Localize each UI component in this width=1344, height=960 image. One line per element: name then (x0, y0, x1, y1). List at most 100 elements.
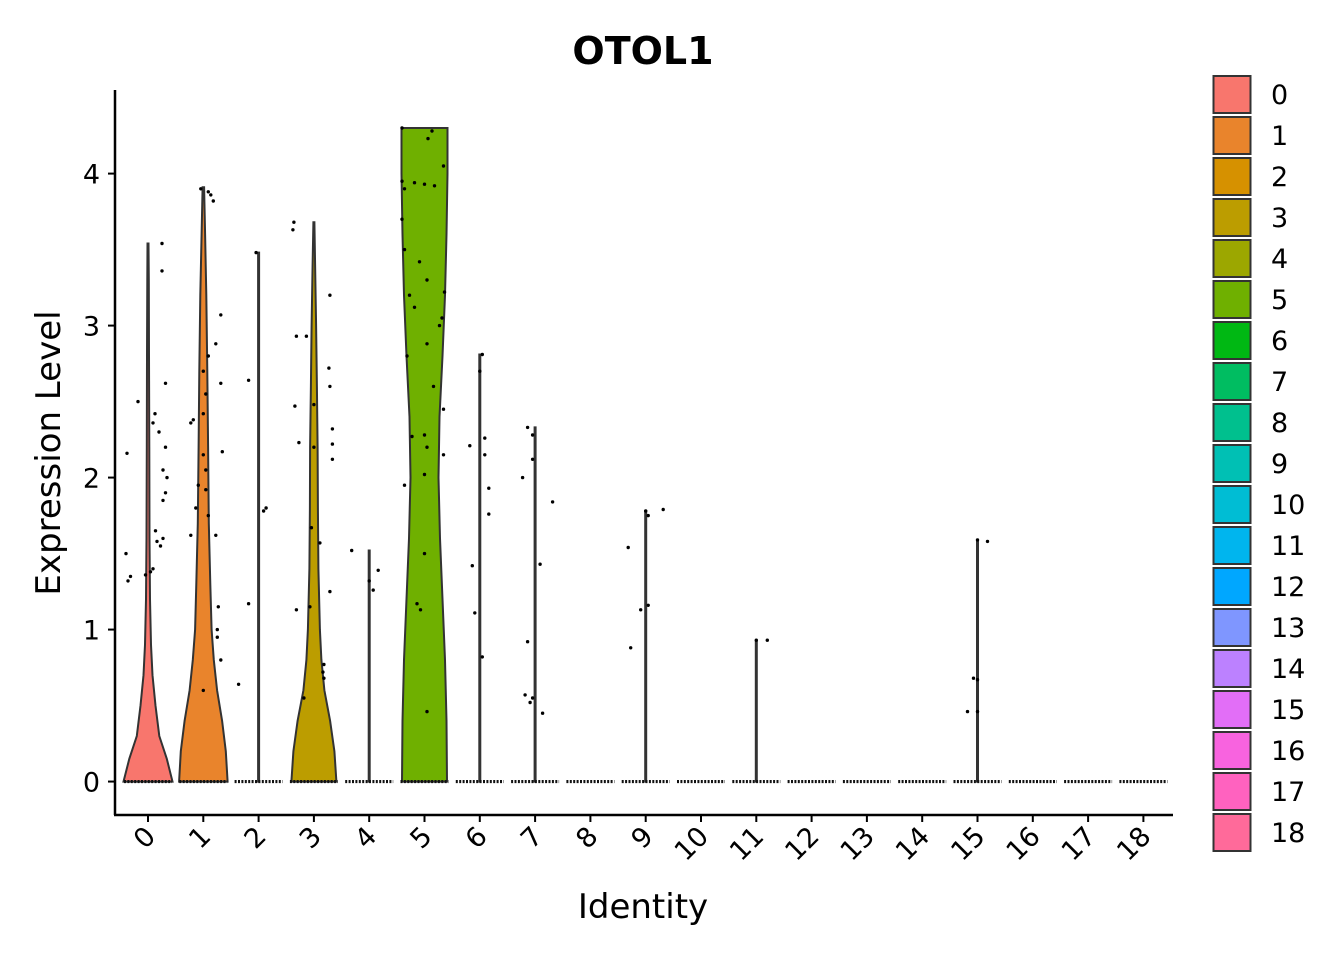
y-tick-label: 1 (83, 616, 100, 647)
data-point (441, 164, 446, 168)
data-point (189, 421, 193, 425)
data-point (160, 241, 164, 246)
violin-4 (367, 549, 371, 783)
data-point (214, 342, 218, 346)
data-point (125, 451, 129, 455)
data-point (246, 602, 251, 606)
data-point (407, 293, 412, 297)
data-point (327, 366, 331, 370)
legend-label-12: 12 (1271, 572, 1305, 603)
data-point (442, 290, 447, 294)
data-point (530, 457, 535, 461)
legend-swatch-17 (1212, 772, 1252, 811)
data-point (143, 573, 148, 577)
data-point (441, 453, 446, 457)
violin-3 (290, 221, 338, 783)
violin-layer (122, 127, 979, 783)
data-point (422, 472, 427, 477)
data-point (312, 402, 316, 407)
legend-label-9: 9 (1271, 449, 1288, 480)
data-point (153, 412, 157, 416)
data-point (965, 709, 970, 714)
legend-label-15: 15 (1271, 695, 1305, 726)
data-point (261, 509, 266, 513)
data-point (160, 269, 164, 273)
data-point (292, 220, 296, 224)
data-point (128, 574, 133, 579)
data-point (219, 658, 223, 662)
data-point (161, 468, 165, 472)
data-point (971, 676, 976, 680)
x-tick-label: 9 (626, 821, 660, 855)
data-point (437, 323, 442, 328)
data-point (412, 305, 417, 309)
data-point (153, 529, 158, 533)
legend-swatch-7 (1212, 362, 1252, 401)
x-tick-label: 10 (669, 821, 715, 867)
legend-label-3: 3 (1271, 203, 1288, 234)
points-layer (124, 126, 1168, 784)
legend-label-1: 1 (1271, 121, 1288, 152)
x-tick-label: 8 (570, 821, 604, 855)
data-point (219, 381, 223, 385)
x-tick-label: 3 (294, 821, 328, 855)
data-point (330, 457, 335, 461)
data-point (291, 228, 295, 232)
y-axis-label: Expression Level (29, 310, 69, 595)
data-point (254, 250, 258, 255)
data-point (425, 709, 429, 714)
data-point (215, 635, 219, 639)
data-point (204, 468, 208, 472)
legend-swatch-8 (1212, 403, 1252, 442)
legend-swatch-16 (1212, 731, 1252, 770)
x-tick-label: 11 (724, 821, 770, 867)
data-point (322, 676, 326, 680)
data-point (322, 662, 326, 667)
data-point (293, 404, 297, 408)
data-point (425, 278, 429, 282)
chart-title: OTOL1 (572, 29, 713, 73)
data-point (308, 605, 312, 609)
legend-label-8: 8 (1271, 408, 1288, 439)
data-point (151, 567, 155, 571)
data-point (211, 199, 215, 203)
legend-label-2: 2 (1271, 162, 1288, 193)
data-point (480, 352, 484, 357)
data-point (487, 486, 491, 490)
data-point (530, 433, 535, 437)
legend-label-14: 14 (1271, 654, 1305, 685)
data-point (206, 354, 210, 358)
x-tick-label: 17 (1056, 821, 1102, 867)
data-point (155, 539, 159, 544)
y-tick-label: 3 (83, 312, 100, 343)
data-point (367, 579, 371, 583)
data-point (161, 498, 165, 503)
legend-swatch-0 (1212, 75, 1252, 114)
data-point (405, 354, 409, 358)
data-point (148, 570, 153, 574)
data-point (126, 579, 130, 583)
data-point (376, 568, 380, 572)
data-point (297, 440, 301, 445)
x-tick-label: 1 (183, 821, 217, 855)
x-tick-label: 14 (890, 821, 936, 867)
legend-swatch-12 (1212, 567, 1252, 606)
data-point (294, 608, 299, 612)
data-point (163, 381, 168, 385)
data-point (975, 709, 980, 714)
data-point (415, 602, 419, 606)
legend-label-13: 13 (1271, 613, 1305, 644)
legend-swatch-1 (1212, 116, 1252, 155)
data-point (215, 627, 219, 632)
x-tick-label: 15 (945, 821, 991, 867)
data-point (975, 538, 980, 542)
data-point (430, 129, 434, 133)
data-point (204, 488, 208, 492)
legend-label-18: 18 (1271, 818, 1305, 849)
data-point (206, 513, 210, 518)
violin-6 (478, 353, 482, 783)
data-point (525, 425, 530, 430)
violin-9 (644, 510, 648, 783)
x-tick-label: 2 (238, 821, 272, 855)
data-point (209, 193, 213, 197)
